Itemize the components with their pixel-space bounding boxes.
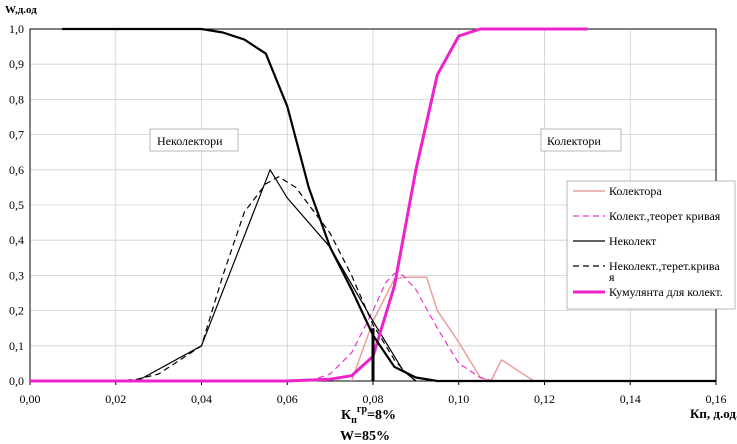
series-line-5 [62, 27, 716, 383]
x-tick-label: 0,06 [277, 392, 298, 406]
y-axis-label: W,д.од [5, 4, 37, 16]
y-tick-label: 0,9 [9, 57, 24, 71]
kp-subscript: п [351, 415, 357, 426]
grid [30, 29, 716, 381]
series-lines [30, 27, 716, 383]
collector-box [540, 128, 622, 152]
w-value-label: W=85% [340, 429, 390, 444]
y-tick-label: 0,7 [9, 128, 24, 142]
noncollector-label: Неколектори [157, 134, 223, 148]
series-line-3 [115, 176, 417, 382]
x-tick-label: 0,04 [191, 392, 212, 406]
x-tick-label: 0,08 [363, 392, 384, 406]
y-tick-label: 1,0 [9, 22, 24, 36]
legend-label: Колект.,теорет кривая [609, 209, 721, 223]
series-line-4 [30, 27, 588, 383]
x-tick-label: 0,12 [534, 392, 555, 406]
legend-label: Кумулянта для колект. [609, 285, 723, 299]
y-tick-label: 0,5 [9, 198, 24, 212]
x-tick-label: 0,02 [105, 392, 126, 406]
noncollector-box [149, 128, 239, 152]
kp-symbol: К [341, 408, 352, 423]
y-tick-label: 0,8 [9, 92, 24, 106]
x-axis-label: Кп, д.од. [690, 406, 737, 421]
kp-superscript: гр [357, 404, 368, 415]
legend: Колектора Колект.,теорет кривая Неколект Не… [566, 180, 736, 310]
x-tick-label: 0,16 [706, 392, 727, 406]
y-tick-label: 0,1 [9, 339, 24, 353]
series-line-2 [136, 169, 417, 382]
series-line-1 [308, 273, 494, 382]
y-tick-label: 0,2 [9, 304, 24, 318]
legend-box [566, 180, 736, 310]
x-tick-label: 0,00 [20, 392, 41, 406]
legend-label: Неколект.,терет.крива я [609, 259, 720, 284]
legend-label: Неколект [609, 234, 657, 248]
series-line-0 [350, 276, 535, 382]
x-ticks: 0,00 0,02 0,04 0,06 0,08 0,10 0,12 0,14 0,16 [20, 381, 727, 406]
y-ticks: 0,0 0,1 0,2 0,3 0,4 0,5 0,6 0,7 0,8 0,9 1,0 [9, 22, 24, 388]
x-tick-label: 0,10 [448, 392, 469, 406]
y-tick-label: 0,4 [9, 233, 24, 247]
y-tick-label: 0,0 [9, 374, 24, 388]
legend-label: Колектора [609, 184, 662, 198]
x-tick-label: 0,14 [620, 392, 641, 406]
y-tick-label: 0,6 [9, 163, 24, 177]
collector-label: Колектори [547, 134, 601, 148]
y-tick-label: 0,3 [9, 268, 24, 282]
kp-threshold-label: Кпгр=8% [341, 404, 396, 426]
kp-value: =8% [367, 408, 396, 423]
